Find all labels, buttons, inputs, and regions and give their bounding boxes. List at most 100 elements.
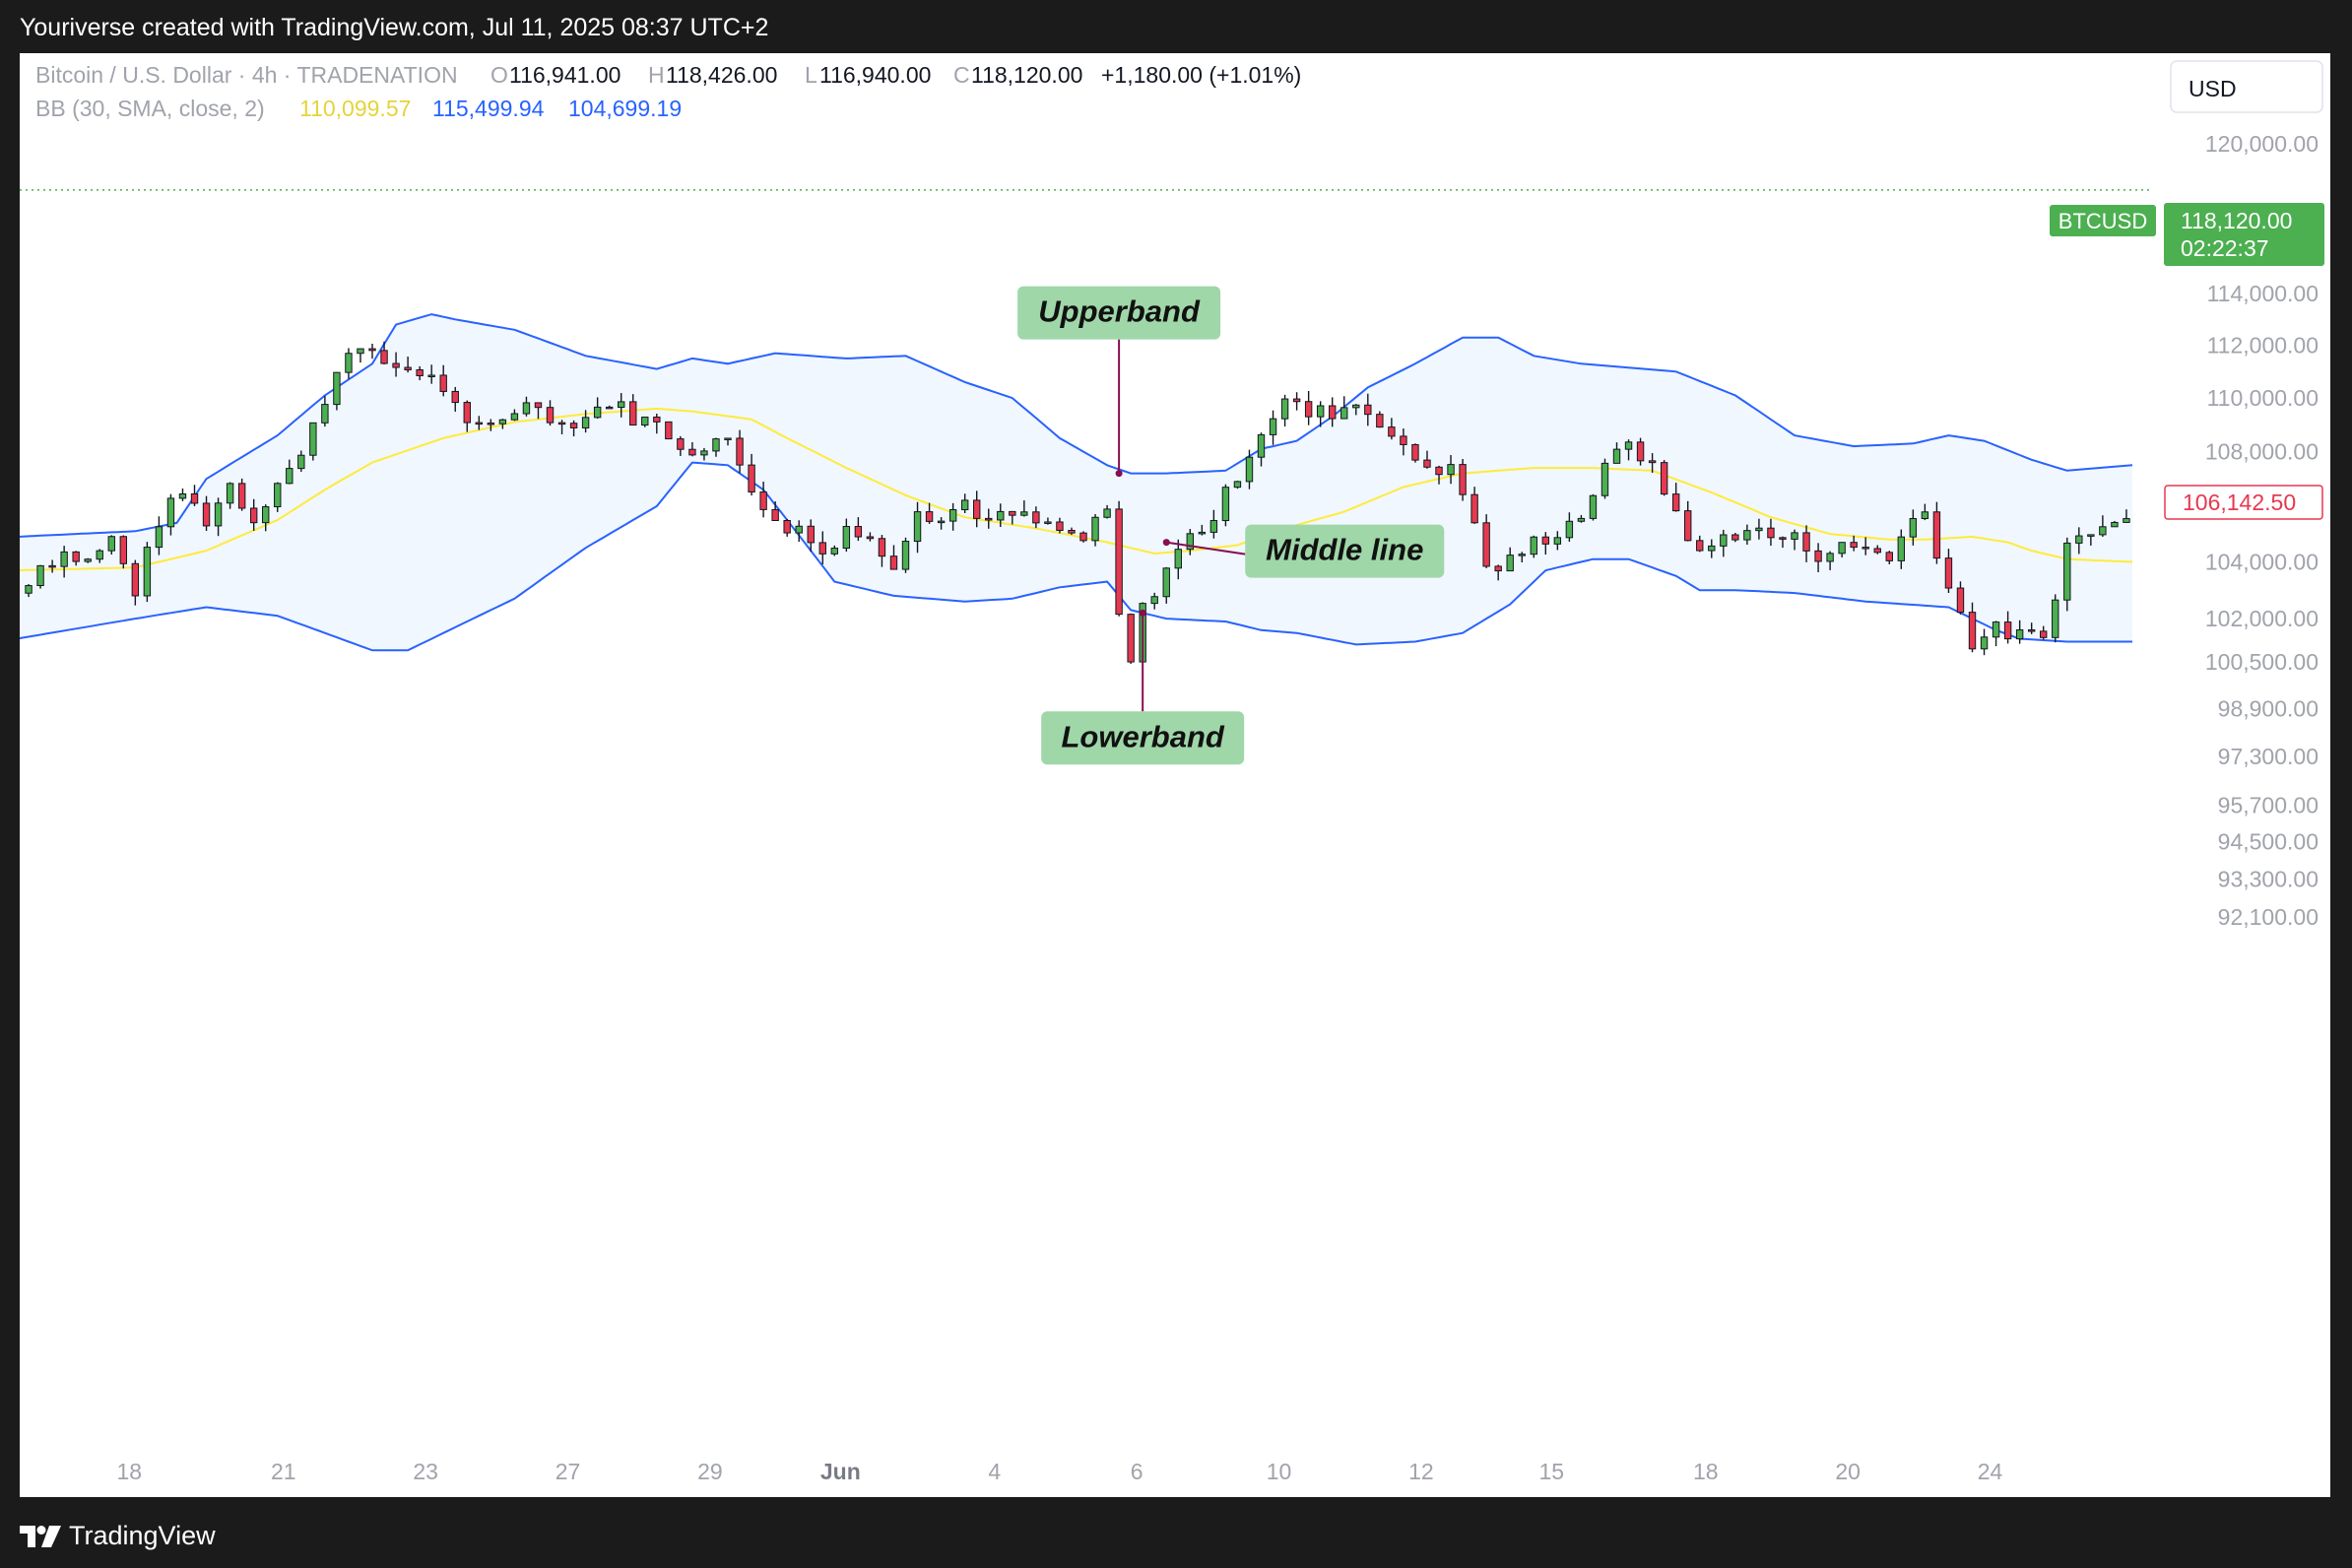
candle	[878, 535, 886, 567]
candle	[629, 394, 637, 426]
candle	[2075, 527, 2083, 555]
legend-symbol: Bitcoin / U.S. Dollar · 4h · TRADENATION	[35, 62, 458, 88]
candle	[948, 502, 957, 531]
candle	[1791, 529, 1798, 551]
candle-body	[1162, 567, 1170, 598]
candle-body	[1885, 552, 1893, 561]
candle	[653, 413, 661, 434]
candle-body	[1624, 441, 1633, 450]
candle	[60, 546, 68, 578]
candle	[557, 420, 566, 434]
tradingview-logo[interactable]: TradingView	[20, 1521, 216, 1551]
candle-body	[345, 353, 353, 373]
candle	[1601, 458, 1609, 499]
candle-body	[1292, 398, 1301, 403]
candle-body	[1209, 520, 1218, 533]
candle-body	[557, 422, 566, 425]
candle	[345, 348, 353, 379]
x-tick-label: 18	[117, 1459, 143, 1484]
candle-body	[1364, 404, 1372, 416]
price-tag-price: 118,120.00	[2181, 208, 2292, 233]
chart-frame[interactable]: Upperband Middle line Lowerband 120,000.00…	[20, 53, 2330, 1497]
candle-body	[2027, 629, 2036, 632]
x-tick-label: 21	[271, 1459, 296, 1484]
candle	[1352, 404, 1360, 416]
candle	[1862, 537, 1869, 555]
candle	[1482, 514, 1490, 568]
legend-bb-label: BB (30, SMA, close, 2)	[35, 96, 265, 121]
candle-body	[1862, 547, 1869, 550]
candle-body	[2003, 621, 2012, 640]
candle	[214, 497, 223, 537]
candle-body	[84, 558, 92, 562]
candle	[1814, 543, 1822, 573]
chart-canvas[interactable]: Upperband Middle line Lowerband 120,000.00…	[20, 53, 2330, 1497]
currency-button[interactable]: USD	[2170, 60, 2323, 113]
annotation-box	[1245, 524, 1445, 578]
candle	[2015, 620, 2024, 644]
candle	[913, 501, 922, 554]
x-tick-label: 15	[1539, 1459, 1565, 1484]
candle-body	[48, 564, 56, 568]
candle-body	[1944, 557, 1953, 589]
annotation: Lowerband	[1041, 609, 1245, 765]
candle	[25, 584, 33, 598]
candle	[416, 365, 424, 381]
candle	[427, 364, 435, 384]
y-tick-label: 108,000.00	[2205, 439, 2319, 465]
candle-body	[416, 368, 424, 376]
candle	[487, 419, 495, 431]
candle	[72, 551, 80, 566]
candle-body	[688, 448, 696, 456]
candle-body	[830, 548, 839, 555]
candle-body	[605, 406, 614, 410]
candle-body	[427, 374, 435, 377]
candle-body	[1411, 443, 1419, 461]
candle	[2087, 534, 2095, 546]
candle	[1921, 503, 1929, 521]
candle-body	[143, 547, 152, 597]
candle	[1411, 443, 1419, 463]
candle	[1696, 535, 1704, 553]
candle	[1009, 510, 1016, 525]
candle	[1459, 459, 1467, 501]
annotation-text: Middle line	[1266, 533, 1423, 567]
candle	[901, 537, 910, 573]
candle	[404, 357, 412, 373]
x-tick-label: 18	[1693, 1459, 1719, 1484]
candle-body	[451, 390, 459, 404]
candle-body	[1174, 549, 1182, 569]
candle	[202, 495, 211, 532]
candle	[724, 437, 732, 446]
candle	[178, 488, 187, 501]
band-fill	[20, 314, 2132, 651]
candle	[1968, 602, 1977, 653]
candle	[569, 420, 578, 437]
candle	[1720, 529, 1728, 557]
candle	[1671, 483, 1680, 512]
legend-c-label: C	[953, 62, 970, 88]
candle-body	[1577, 517, 1586, 522]
candle-body	[96, 550, 103, 560]
annotation-text: Upperband	[1038, 294, 1201, 329]
candle	[297, 450, 305, 472]
candle	[1068, 527, 1076, 536]
candle	[1435, 465, 1443, 485]
candle	[2003, 611, 2012, 644]
candle-body	[997, 510, 1005, 521]
candle-body	[1838, 542, 1846, 555]
candle	[748, 453, 755, 496]
candle-body	[677, 438, 685, 450]
candle-body	[1660, 462, 1668, 495]
tradingview-logo-icon	[20, 1525, 61, 1547]
candle-body	[842, 526, 851, 550]
candle	[237, 478, 246, 511]
candle-body	[593, 406, 602, 419]
candle	[1400, 428, 1407, 456]
candle	[439, 364, 447, 397]
candle-body	[475, 422, 484, 425]
candle-body	[1127, 614, 1135, 663]
candle	[155, 516, 163, 555]
candle	[1873, 545, 1881, 555]
candle	[368, 343, 376, 359]
